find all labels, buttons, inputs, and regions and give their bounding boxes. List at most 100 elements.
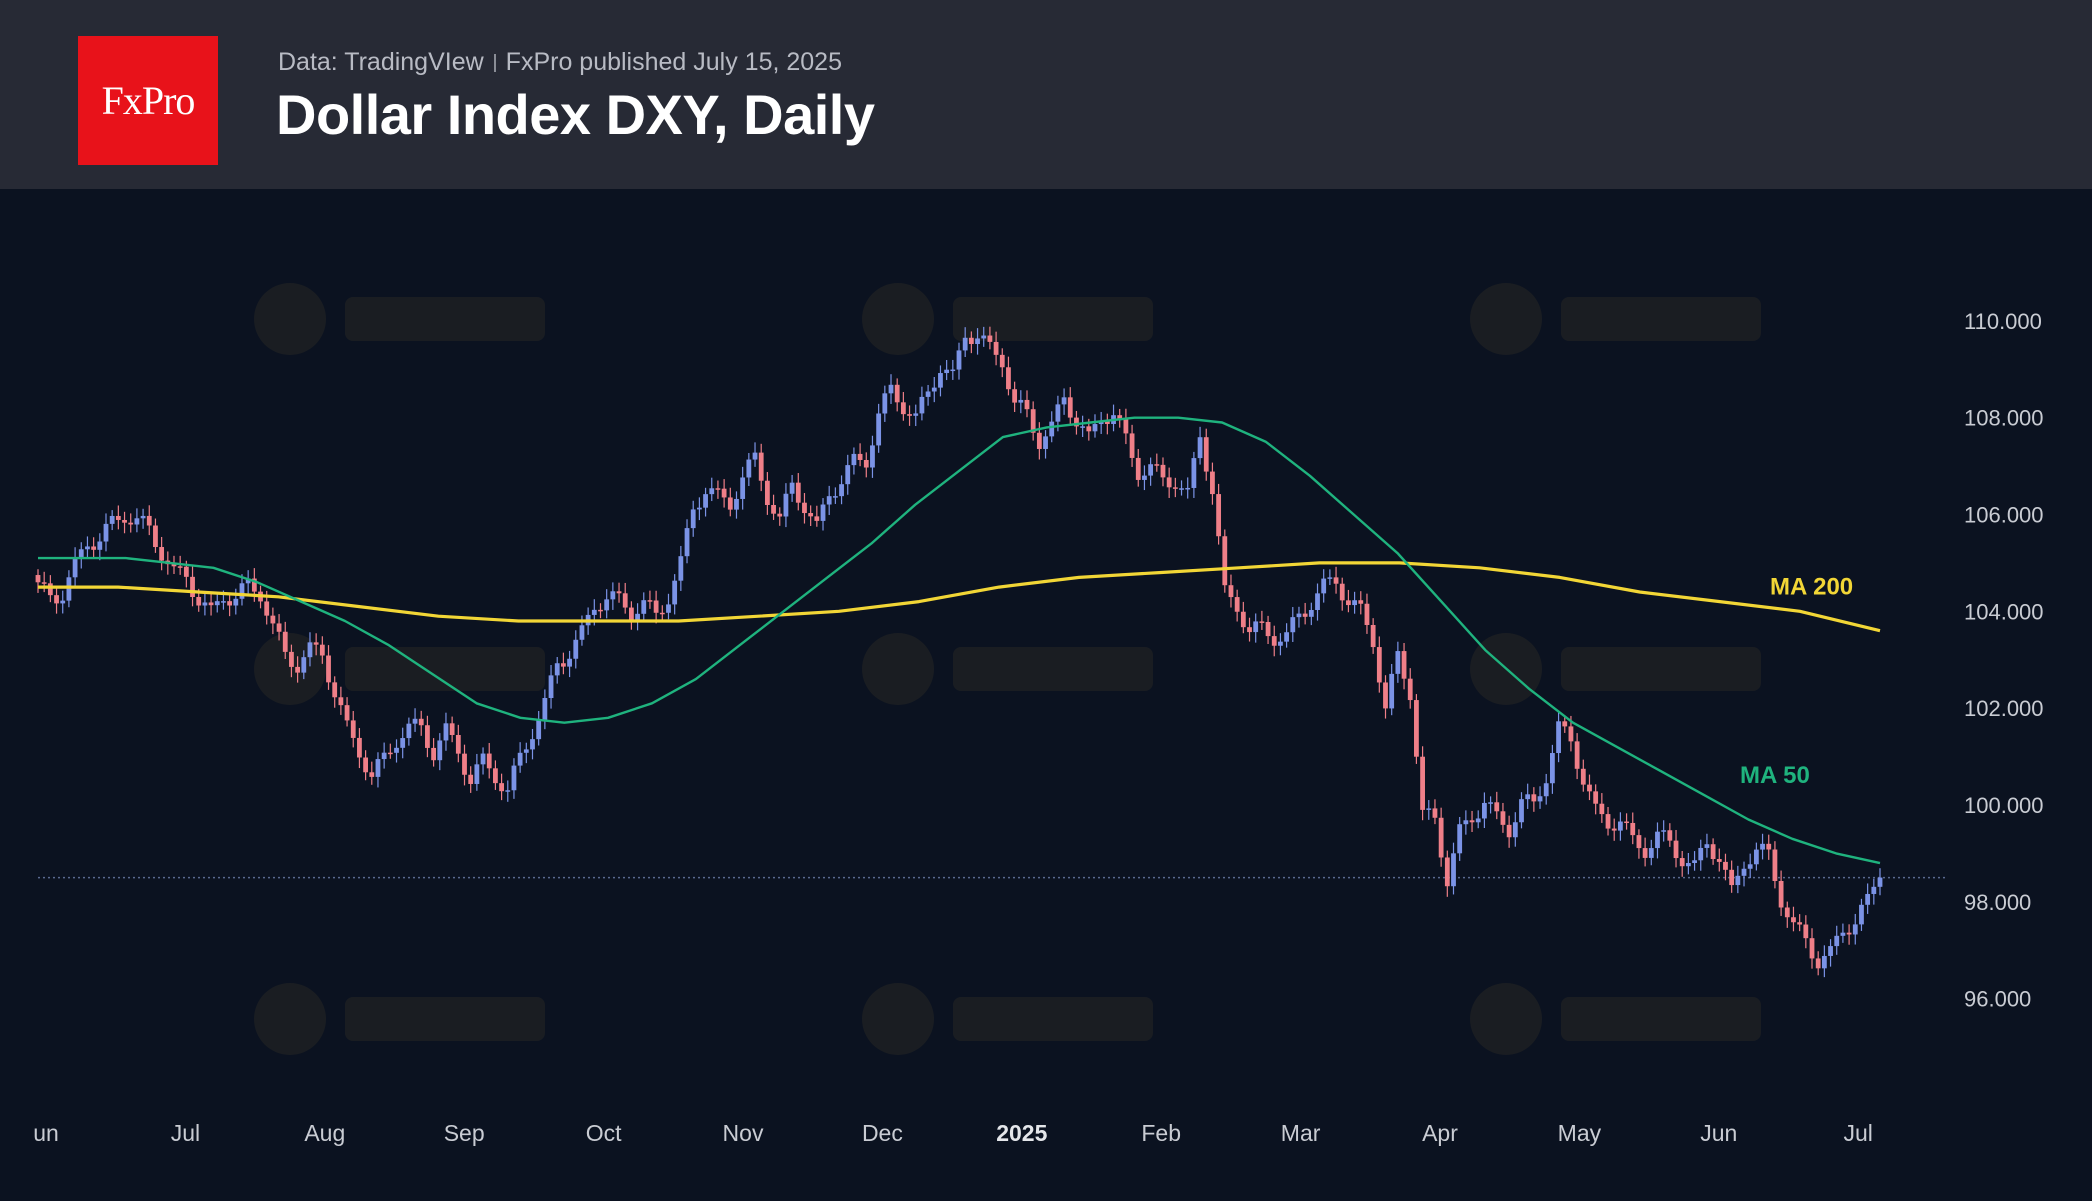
candle-body — [907, 414, 912, 416]
ma200-line — [38, 561, 1881, 633]
x-tick-label: Nov — [723, 1120, 764, 1146]
watermark-mark — [953, 647, 1153, 691]
candle-body — [758, 452, 764, 481]
candle-body — [1624, 821, 1629, 824]
candle-body — [208, 602, 214, 606]
candle-body — [1593, 791, 1599, 804]
candle-body — [1698, 847, 1704, 861]
candle-body — [1191, 458, 1197, 488]
candle-body — [1160, 464, 1166, 478]
x-axis: un Jul Aug Sep Oct Nov Dec 2025 Feb Mar Apr May Jun J… — [33, 1120, 1873, 1146]
candle-body — [1129, 433, 1135, 458]
candle-body — [47, 583, 53, 596]
candle-body — [1655, 831, 1660, 849]
candle-body — [968, 337, 974, 345]
candle-body — [808, 513, 814, 517]
candle-body — [153, 525, 158, 548]
candle-body — [1482, 802, 1487, 819]
watermark-mark — [953, 297, 1153, 341]
candle-body — [468, 774, 474, 784]
watermark-layer — [254, 283, 1761, 1055]
candle-body — [703, 494, 708, 508]
candle-body — [1358, 600, 1364, 604]
candle-body — [190, 576, 195, 597]
y-tick-label: 96.000 — [1964, 987, 2031, 1012]
watermark-mark — [862, 983, 934, 1055]
candle-body — [1444, 857, 1450, 887]
candle-body — [1747, 864, 1753, 869]
candle-body — [1704, 844, 1710, 848]
candle-body — [214, 601, 220, 606]
data-source: Data: TradingVIew — [278, 48, 484, 76]
candle-body — [1791, 917, 1796, 923]
candle-body — [1438, 817, 1444, 858]
candle-body — [1302, 613, 1308, 617]
candle-body — [1673, 840, 1679, 859]
candle-body — [455, 734, 461, 754]
candle-body — [913, 413, 919, 416]
candle-body — [1179, 488, 1184, 490]
candle-body — [931, 387, 937, 392]
candle-body — [690, 509, 696, 529]
candle-body — [1543, 783, 1549, 797]
candle-body — [721, 488, 727, 498]
candle-body — [1308, 609, 1314, 617]
candle-body — [1074, 417, 1079, 427]
candle-body — [289, 651, 294, 667]
candle-body — [1729, 869, 1735, 886]
candle-body — [1203, 437, 1209, 472]
candle-body — [789, 482, 795, 494]
candle-body — [264, 601, 270, 616]
candle-body — [1716, 859, 1722, 862]
candle-body — [740, 477, 746, 499]
candle-body — [1475, 818, 1481, 823]
candle-body — [270, 615, 276, 624]
candle-body — [301, 657, 307, 673]
candle-body — [183, 566, 189, 577]
watermark-mark — [345, 297, 545, 341]
candle-body — [536, 719, 542, 740]
fxpro-logo: FxPro — [78, 36, 218, 165]
candle-body — [474, 764, 480, 784]
candle-body — [1259, 621, 1265, 623]
candle-body — [944, 369, 950, 374]
candle-body — [1519, 799, 1524, 823]
candle-body — [1753, 849, 1759, 865]
candle-body — [1834, 935, 1840, 947]
candle-body — [159, 547, 165, 561]
chart-svg: 110.000 108.000 106.000 104.000 102.000 100.0… — [33, 283, 2044, 1146]
candle-body — [363, 757, 369, 773]
candle-body — [128, 522, 134, 525]
candle-body — [604, 599, 610, 611]
chart-title: Dollar Index DXY, Daily — [276, 83, 875, 146]
candle-body — [1315, 593, 1320, 610]
candle-body — [1457, 824, 1463, 854]
candle-body — [1549, 753, 1555, 784]
candle-body — [548, 675, 554, 699]
ma200-label: MA 200 — [1770, 573, 1853, 600]
candle-body — [870, 445, 875, 468]
candle-body — [443, 723, 449, 741]
candle-body — [1346, 600, 1351, 606]
candle-body — [530, 739, 535, 750]
candle-body — [1605, 814, 1611, 829]
candle-body — [140, 515, 146, 519]
candle-body — [1803, 924, 1809, 939]
candle-body — [499, 783, 504, 792]
candle-body — [981, 335, 987, 339]
candle-body — [425, 725, 430, 748]
candle-body — [1871, 886, 1877, 894]
candle-body — [715, 488, 721, 490]
candle-body — [1389, 673, 1395, 709]
candle-body — [72, 557, 78, 578]
candle-body — [696, 507, 702, 510]
candle-body — [1104, 421, 1110, 424]
candle-body — [66, 577, 72, 601]
candle-body — [1352, 600, 1357, 606]
x-tick-label: Feb — [1141, 1120, 1181, 1146]
candle-body — [1735, 875, 1741, 886]
candle-body — [1092, 424, 1098, 432]
candle-body — [109, 515, 115, 524]
candle-body — [233, 598, 239, 606]
candle-body — [1278, 641, 1283, 646]
